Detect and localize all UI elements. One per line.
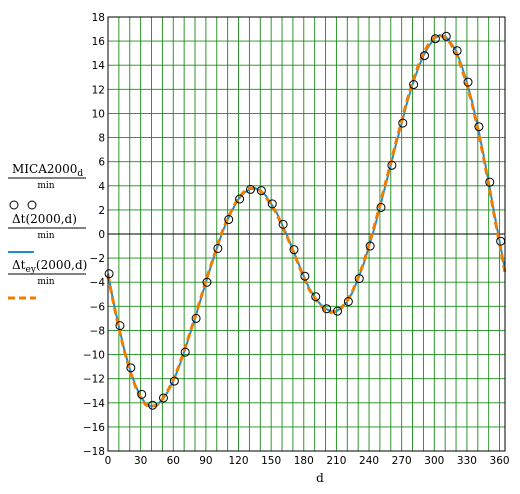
data-point bbox=[245, 184, 255, 194]
data-point bbox=[158, 393, 168, 403]
y-tick-label: 14 bbox=[92, 60, 106, 72]
legend: MICA2000d min Δt(2000,d) min Δtey(2000,d) min bbox=[8, 162, 87, 300]
y-tick-label: −18 bbox=[83, 446, 105, 458]
data-point bbox=[474, 122, 484, 132]
data-point bbox=[463, 77, 473, 87]
y-tick-label: 8 bbox=[98, 133, 105, 145]
data-point bbox=[365, 241, 375, 251]
data-point bbox=[137, 389, 147, 399]
legend-denominator: min bbox=[37, 181, 54, 191]
data-point bbox=[213, 243, 223, 253]
y-tick-label: −2 bbox=[90, 253, 105, 265]
data-point bbox=[256, 186, 266, 196]
data-point bbox=[354, 274, 364, 284]
data-point bbox=[224, 215, 234, 225]
y-tick-label: −8 bbox=[90, 325, 105, 337]
data-point bbox=[180, 347, 190, 357]
data-point bbox=[311, 292, 321, 302]
data-point bbox=[343, 297, 353, 307]
data-point bbox=[191, 313, 201, 323]
legend-marker-circle bbox=[27, 200, 37, 210]
data-point bbox=[126, 363, 136, 373]
y-tick-label: 10 bbox=[92, 108, 105, 120]
data-point bbox=[169, 376, 179, 386]
x-tick-label: 30 bbox=[134, 455, 147, 467]
y-tick-label: −16 bbox=[83, 422, 105, 434]
series-line-dashed bbox=[106, 33, 507, 408]
x-tick-label: 240 bbox=[359, 455, 379, 467]
y-tick-label: 18 bbox=[92, 12, 105, 24]
data-point bbox=[300, 271, 310, 281]
data-point bbox=[289, 245, 299, 255]
data-point bbox=[115, 321, 125, 331]
x-tick-label: 180 bbox=[294, 455, 314, 467]
data-point bbox=[485, 177, 495, 187]
data-point bbox=[202, 277, 212, 287]
y-tick-label: 16 bbox=[92, 36, 106, 48]
plot-frame bbox=[107, 16, 506, 452]
data-point bbox=[398, 118, 408, 128]
series-layer bbox=[104, 31, 507, 410]
data-point bbox=[409, 80, 419, 90]
data-point bbox=[235, 194, 245, 204]
x-tick-label: 270 bbox=[392, 455, 412, 467]
x-tick-label: 210 bbox=[326, 455, 346, 467]
y-tick-label: 2 bbox=[98, 205, 105, 217]
y-tick-label: −4 bbox=[90, 277, 106, 289]
data-point bbox=[376, 202, 386, 212]
data-point bbox=[278, 219, 288, 229]
x-tick-label: 90 bbox=[199, 455, 212, 467]
x-tick-label: 150 bbox=[261, 455, 281, 467]
data-point bbox=[420, 51, 430, 61]
legend-marker-circle bbox=[9, 200, 19, 210]
data-point bbox=[322, 304, 332, 314]
y-tick-label: 0 bbox=[98, 229, 105, 241]
x-tick-label: 360 bbox=[490, 455, 510, 467]
y-tick-label: 12 bbox=[92, 84, 105, 96]
x-tick-label: 300 bbox=[424, 455, 444, 467]
y-tick-label: 4 bbox=[98, 181, 105, 193]
data-point bbox=[430, 34, 440, 44]
data-point bbox=[104, 269, 114, 279]
x-tick-label: 60 bbox=[167, 455, 180, 467]
x-tick-label: 330 bbox=[457, 455, 477, 467]
data-point bbox=[148, 400, 158, 410]
legend-label-0: MICA2000d bbox=[12, 162, 83, 179]
x-tick-label: 120 bbox=[228, 455, 248, 467]
data-point bbox=[441, 31, 451, 41]
y-tick-label: 6 bbox=[98, 157, 105, 169]
y-tick-label: −12 bbox=[83, 374, 105, 386]
data-point bbox=[332, 306, 342, 316]
legend-label-1: Δt(2000,d) bbox=[12, 212, 77, 226]
y-tick-label: −10 bbox=[83, 350, 105, 362]
data-point bbox=[452, 46, 462, 56]
legend-denominator: min bbox=[37, 277, 54, 287]
y-tick-label: −6 bbox=[90, 301, 106, 313]
x-tick-label: 0 bbox=[105, 455, 112, 467]
data-point bbox=[387, 160, 397, 170]
data-point bbox=[267, 199, 277, 209]
x-axis-label: d bbox=[316, 471, 324, 485]
legend-label-2: Δtey(2000,d) bbox=[12, 258, 87, 275]
grid bbox=[108, 17, 505, 451]
legend-denominator: min bbox=[37, 231, 54, 241]
y-tick-label: −14 bbox=[83, 398, 105, 410]
